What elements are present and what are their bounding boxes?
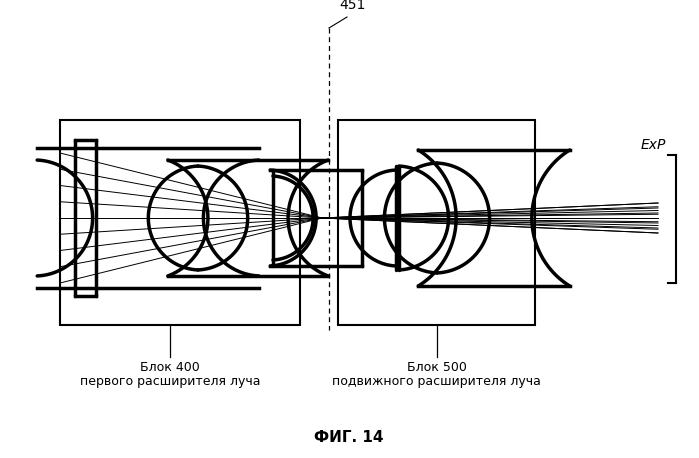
Bar [338,120,535,325]
Text: подвижного расширителя луча: подвижного расширителя луча [332,375,541,388]
Text: Блок 400: Блок 400 [140,361,200,374]
Text: 451: 451 [339,0,365,12]
Text: ExP: ExP [640,138,666,152]
Text: первого расширителя луча: первого расширителя луча [80,375,260,388]
Text: Блок 500: Блок 500 [407,361,466,374]
Text: ФИГ. 14: ФИГ. 14 [315,430,384,445]
Bar [60,120,300,325]
